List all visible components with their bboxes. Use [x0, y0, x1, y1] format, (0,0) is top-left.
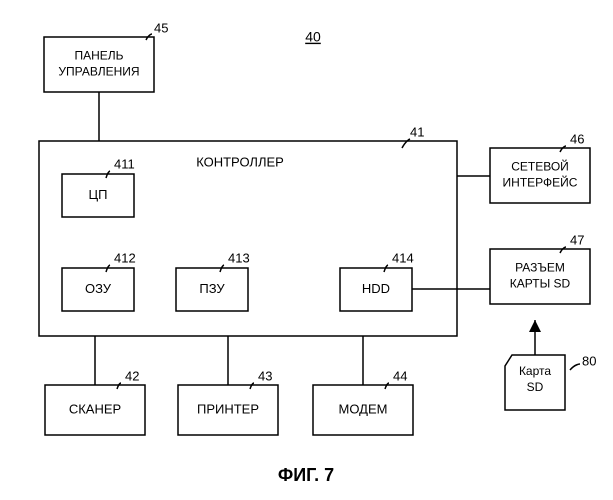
svg-text:СЕТЕВОЙ: СЕТЕВОЙ: [511, 159, 569, 174]
svg-text:80: 80: [582, 353, 596, 368]
svg-text:40: 40: [305, 29, 321, 45]
svg-text:44: 44: [393, 368, 407, 383]
svg-text:47: 47: [570, 232, 584, 247]
svg-text:РАЗЪЕМ: РАЗЪЕМ: [515, 261, 565, 275]
svg-text:412: 412: [114, 250, 136, 265]
svg-text:45: 45: [154, 20, 168, 35]
svg-text:МОДЕМ: МОДЕМ: [339, 401, 388, 416]
svg-text:ПЗУ: ПЗУ: [199, 281, 225, 296]
svg-text:ПРИНТЕР: ПРИНТЕР: [197, 401, 259, 416]
svg-text:414: 414: [392, 250, 414, 265]
svg-text:ИНТЕРФЕЙС: ИНТЕРФЕЙС: [503, 175, 578, 190]
svg-text:413: 413: [228, 250, 250, 265]
block-diagram: КОНТРОЛЛЕР 41 ЦП 411 ОЗУ 412 ПЗУ 413 HDD 414 ПАНЕЛ…: [0, 0, 613, 500]
svg-text:46: 46: [570, 131, 584, 146]
svg-text:43: 43: [258, 368, 272, 383]
svg-text:411: 411: [114, 156, 135, 171]
svg-text:ЦП: ЦП: [89, 187, 108, 202]
svg-text:СКАНЕР: СКАНЕР: [69, 401, 121, 416]
svg-text:УПРАВЛЕНИЯ: УПРАВЛЕНИЯ: [58, 65, 139, 79]
svg-text:ПАНЕЛЬ: ПАНЕЛЬ: [74, 49, 123, 63]
svg-text:КАРТЫ SD: КАРТЫ SD: [510, 277, 571, 291]
svg-text:SD: SD: [527, 380, 544, 394]
svg-text:Карта: Карта: [519, 364, 551, 378]
svg-text:HDD: HDD: [362, 281, 390, 296]
svg-text:42: 42: [125, 368, 139, 383]
svg-text:ОЗУ: ОЗУ: [85, 281, 112, 296]
svg-text:41: 41: [410, 124, 424, 139]
svg-text:КОНТРОЛЛЕР: КОНТРОЛЛЕР: [196, 154, 284, 169]
svg-text:ФИГ. 7: ФИГ. 7: [278, 465, 334, 485]
